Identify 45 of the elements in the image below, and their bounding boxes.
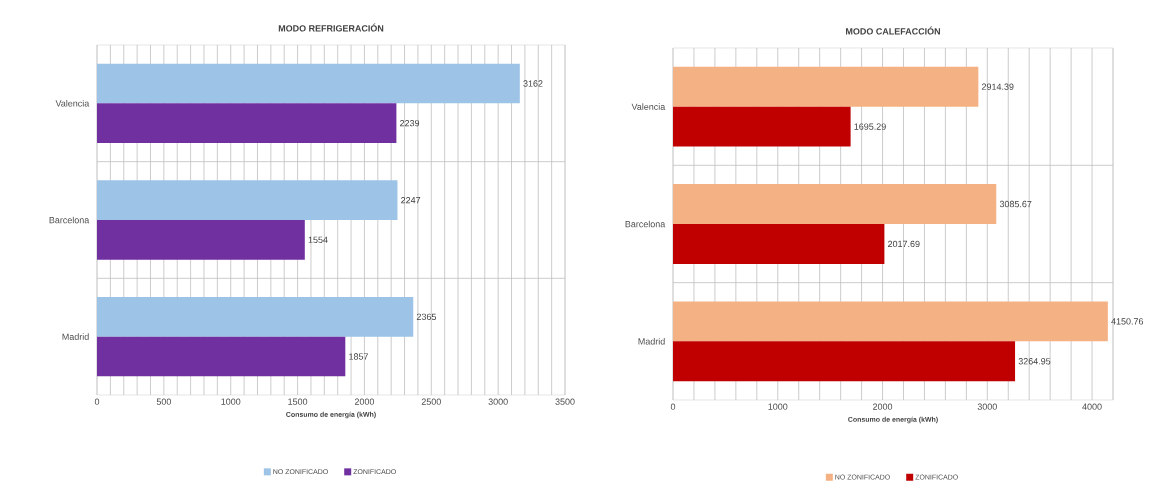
x-tick-label: 1500 bbox=[288, 398, 308, 405]
bar bbox=[97, 180, 398, 220]
x-tick-label: 2000 bbox=[354, 398, 375, 405]
data-label: 2247 bbox=[401, 197, 421, 204]
data-label: 3085.67 bbox=[999, 200, 1032, 208]
y-tick-label: Barcelona bbox=[49, 216, 90, 224]
data-label: 2365 bbox=[416, 313, 437, 320]
chart-title: MODO REFRIGERACIÓN bbox=[278, 23, 384, 32]
data-label: 1857 bbox=[349, 353, 368, 360]
bar bbox=[673, 184, 997, 224]
data-label: 2914.39 bbox=[981, 83, 1014, 90]
x-tick-label: 0 bbox=[94, 398, 100, 405]
chart-title: MODO CALEFACCIÓN bbox=[846, 26, 940, 35]
data-label: 4150.76 bbox=[1111, 318, 1144, 325]
x-tick-label: 3000 bbox=[488, 398, 508, 405]
x-tick-label: 0 bbox=[670, 403, 676, 410]
y-tick-label: Valencia bbox=[55, 100, 90, 107]
x-tick-label: 2000 bbox=[873, 403, 893, 410]
x-tick-label: 500 bbox=[156, 398, 171, 405]
data-label: 2017.69 bbox=[888, 240, 920, 248]
y-tick-label: Madrid bbox=[62, 333, 89, 340]
bar bbox=[97, 63, 520, 104]
bar bbox=[673, 301, 1108, 342]
data-label: 3162 bbox=[523, 80, 543, 87]
bar bbox=[97, 219, 305, 260]
y-tick-label: Madrid bbox=[638, 338, 665, 345]
data-label: 2239 bbox=[400, 119, 420, 127]
bar bbox=[673, 66, 979, 107]
bar bbox=[97, 336, 346, 377]
y-tick-label: Barcelona bbox=[625, 220, 666, 228]
x-tick-label: 1000 bbox=[768, 403, 788, 410]
bar bbox=[673, 223, 885, 264]
data-label: 3264.95 bbox=[1018, 358, 1051, 365]
bar bbox=[97, 296, 414, 337]
x-tick-label: 4000 bbox=[1082, 403, 1102, 410]
bar bbox=[673, 341, 1016, 382]
x-tick-label: 3500 bbox=[555, 398, 575, 405]
x-tick-label: 3000 bbox=[977, 403, 997, 410]
x-tick-label: 1000 bbox=[221, 398, 241, 405]
data-label: 1695.29 bbox=[854, 123, 886, 130]
bar bbox=[673, 106, 851, 147]
bar bbox=[97, 103, 397, 143]
x-tick-label: 2500 bbox=[421, 398, 441, 405]
y-tick-label: Valencia bbox=[631, 103, 666, 110]
data-label: 1554 bbox=[308, 236, 328, 243]
